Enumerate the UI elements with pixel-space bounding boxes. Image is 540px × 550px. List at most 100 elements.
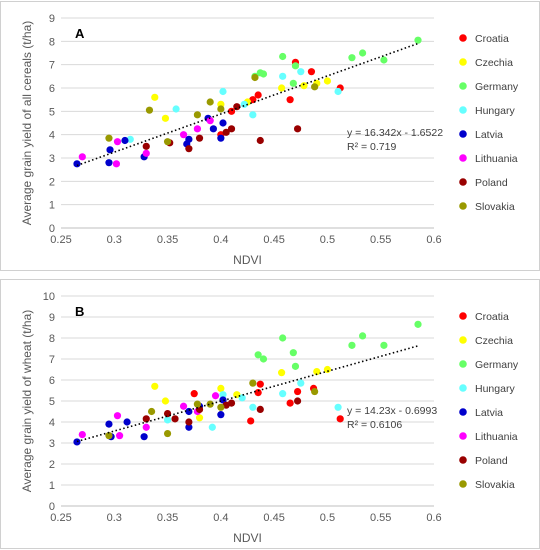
data-point xyxy=(193,400,202,408)
legend-marker xyxy=(459,202,467,210)
series-poland xyxy=(142,103,302,153)
y-tick-label: 7 xyxy=(49,60,55,72)
y-tick-label: 7 xyxy=(49,354,55,366)
legend-label: Czechia xyxy=(475,57,513,69)
data-point xyxy=(195,134,204,142)
data-point xyxy=(279,52,287,61)
legend-marker xyxy=(459,336,467,344)
data-point xyxy=(193,111,202,119)
x-tick-label: 0.35 xyxy=(157,234,178,246)
x-tick-label: 0.45 xyxy=(263,512,284,524)
legend-label: Slovakia xyxy=(475,201,515,213)
series-hungary xyxy=(126,68,342,143)
data-point xyxy=(247,417,255,425)
scatter-chart-b: 0 1 2 3 4 5 6 7 8 9 10 0.25 0.3 0.35 0.4 0.45 0.5 0.55 0.6… xyxy=(20,291,519,545)
data-point xyxy=(142,149,150,157)
data-point xyxy=(307,68,316,76)
data-point xyxy=(256,405,264,413)
y-tick-label: 4 xyxy=(49,417,55,429)
legend-marker xyxy=(459,154,467,162)
data-point xyxy=(278,84,286,92)
y-tick-label: 9 xyxy=(49,312,55,324)
series-lithuania xyxy=(78,117,214,168)
data-point xyxy=(116,432,124,440)
data-point xyxy=(113,138,122,146)
data-point xyxy=(195,414,204,422)
y-tick-label: 2 xyxy=(49,176,55,188)
data-point xyxy=(279,390,287,398)
data-point xyxy=(249,379,257,387)
data-point xyxy=(113,412,122,420)
legend-label: Slovakia xyxy=(475,479,515,491)
series-latvia xyxy=(73,396,227,446)
legend-label: Czechia xyxy=(475,335,513,347)
y-tick-label: 6 xyxy=(49,83,55,95)
data-point xyxy=(185,407,193,416)
data-point xyxy=(185,135,193,143)
x-tick-label: 0.5 xyxy=(320,512,335,524)
data-point xyxy=(163,416,172,424)
data-point xyxy=(286,96,294,104)
data-point xyxy=(297,68,305,76)
data-point xyxy=(140,433,148,441)
y-tick-label: 5 xyxy=(49,106,55,118)
x-tick-label: 0.3 xyxy=(107,512,122,524)
data-point xyxy=(145,106,154,114)
data-point xyxy=(142,415,150,423)
data-point xyxy=(179,131,188,139)
data-point xyxy=(185,423,193,431)
legend-marker xyxy=(459,456,467,464)
legend-marker xyxy=(459,106,467,114)
data-point xyxy=(334,87,342,96)
legend-label: Croatia xyxy=(475,33,509,45)
data-point xyxy=(358,332,367,340)
data-point xyxy=(293,397,302,405)
data-point xyxy=(254,351,262,359)
data-point xyxy=(217,134,225,142)
data-point xyxy=(278,369,286,377)
y-tick-label: 3 xyxy=(49,153,55,165)
y-tick-label: 1 xyxy=(49,480,55,492)
y-tick-label: 0 xyxy=(49,223,55,235)
x-tick-label: 0.6 xyxy=(426,512,441,524)
data-point xyxy=(311,387,319,396)
data-point xyxy=(190,390,198,398)
x-tick-label: 0.55 xyxy=(370,512,391,524)
data-point xyxy=(219,391,227,399)
data-point xyxy=(123,418,131,426)
y-tick-label: 6 xyxy=(49,375,55,387)
data-point xyxy=(323,365,332,374)
data-point xyxy=(227,125,236,133)
y-tick-label: 0 xyxy=(49,501,55,513)
panel-label: B xyxy=(75,304,84,319)
legend-label: Lithuania xyxy=(475,153,518,165)
series-germany xyxy=(251,36,422,87)
data-point xyxy=(219,87,227,96)
data-point xyxy=(193,125,202,133)
y-tick-label: 9 xyxy=(49,13,55,25)
data-point xyxy=(256,136,264,145)
data-point xyxy=(293,387,302,396)
y-axis-title: Average grain yield of all cereals (t/ha… xyxy=(20,21,34,226)
trendline-equation: y = 16.342x - 1.6522 xyxy=(347,127,443,139)
legend-label: Germany xyxy=(475,359,519,371)
data-point xyxy=(185,145,193,153)
series-croatia xyxy=(217,58,344,139)
x-tick-label: 0.45 xyxy=(263,234,284,246)
data-point xyxy=(219,119,227,127)
data-point xyxy=(208,423,216,431)
y-tick-label: 1 xyxy=(49,200,55,212)
data-point xyxy=(73,160,81,168)
legend-marker xyxy=(459,480,467,488)
data-point xyxy=(286,399,294,407)
data-point xyxy=(251,73,259,82)
legend-label: Latvia xyxy=(475,407,503,419)
y-axis-title: Average grain yield of wheat (t/ha) xyxy=(20,310,34,493)
data-point xyxy=(206,400,214,408)
legend-marker xyxy=(459,360,467,368)
y-tick-label: 8 xyxy=(49,36,55,48)
y-tick-label: 5 xyxy=(49,396,55,408)
legend-label: Lithuania xyxy=(475,431,518,443)
legend-label: Hungary xyxy=(475,105,515,117)
data-point xyxy=(259,70,268,78)
